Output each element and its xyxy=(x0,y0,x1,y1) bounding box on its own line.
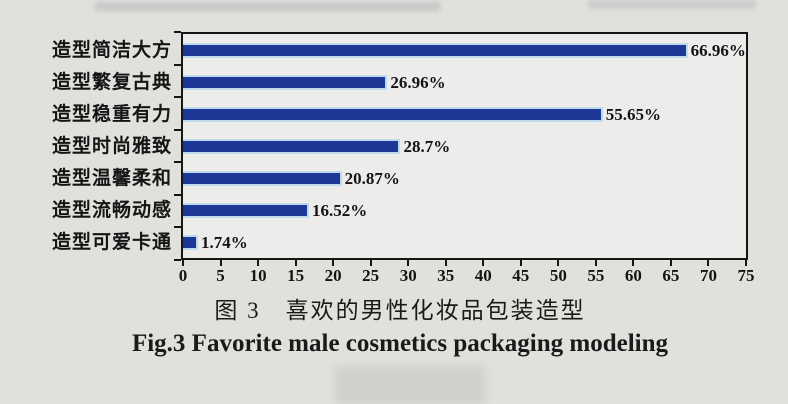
category-label: 造型稳重有力 xyxy=(51,103,172,125)
y-axis-tick xyxy=(174,226,181,229)
y-axis-tick xyxy=(174,193,181,196)
value-label: 28.7% xyxy=(403,136,451,156)
bar-row: 55.65% xyxy=(183,98,746,130)
bar xyxy=(183,202,309,218)
x-axis-tick xyxy=(257,258,260,266)
x-axis-tick-label: 65 xyxy=(662,266,680,285)
bar xyxy=(183,74,388,90)
bleedthrough-artifact xyxy=(588,0,756,9)
bar-row: 1.74% xyxy=(183,226,746,258)
category-label: 造型可爱卡通 xyxy=(51,231,172,253)
bar-row: 20.87% xyxy=(183,162,746,194)
bar xyxy=(183,234,199,250)
figure-caption-chinese: 图 3 喜欢的男性化妆品包装造型 xyxy=(214,298,586,323)
x-axis-tick-label: 10 xyxy=(249,266,267,285)
bar xyxy=(183,42,688,58)
category-label: 造型时尚雅致 xyxy=(51,135,172,157)
value-label: 55.65% xyxy=(605,104,661,124)
x-axis-tick-label: 35 xyxy=(437,266,455,285)
bleedthrough-artifact xyxy=(335,366,485,404)
y-axis-tick xyxy=(174,161,181,164)
y-axis-tick xyxy=(174,63,181,66)
x-axis-tick xyxy=(219,258,222,266)
category-label: 造型流畅动感 xyxy=(51,199,172,221)
y-axis-tick xyxy=(174,128,181,131)
x-axis-tick xyxy=(482,258,485,266)
value-label: 1.74% xyxy=(201,232,248,252)
bleedthrough-artifact xyxy=(95,2,440,11)
x-axis-tick xyxy=(632,258,635,266)
x-axis-tick-label: 75 xyxy=(737,266,755,285)
x-axis: 0 5 10 15 20 25 30 35 40 45 50 55 60 65 70 75 xyxy=(179,258,755,294)
category-label: 造型繁复古典 xyxy=(51,71,172,93)
bar-row: 28.7% xyxy=(183,130,746,162)
value-label: 16.52% xyxy=(312,200,368,220)
y-axis-tick xyxy=(174,31,181,33)
bar xyxy=(183,170,342,186)
bar-row: 16.52% xyxy=(183,194,746,226)
x-axis-tick xyxy=(669,258,672,266)
x-axis-tick-label: 20 xyxy=(324,266,342,285)
x-axis-tick xyxy=(407,258,410,266)
x-axis-tick xyxy=(594,258,597,266)
x-axis-tick-label: 25 xyxy=(362,266,380,285)
x-axis-tick xyxy=(557,258,560,266)
bar-row: 26.96% xyxy=(183,66,746,98)
x-axis-tick-label: 60 xyxy=(624,266,642,285)
x-axis-tick xyxy=(332,258,335,266)
x-axis-tick-label: 5 xyxy=(216,266,225,285)
category-label: 造型简洁大方 xyxy=(51,39,172,61)
x-axis-tick-label: 0 xyxy=(178,266,188,285)
bar xyxy=(183,138,401,154)
x-axis-tick xyxy=(519,258,522,266)
x-axis-tick-label: 40 xyxy=(474,266,492,285)
x-axis-tick-label: 45 xyxy=(512,266,530,285)
category-axis-labels: 造型简洁大方 造型繁复古典 造型稳重有力 造型时尚雅致 造型温馨柔和 造型流畅动感 造型可爱… xyxy=(0,34,172,258)
bar xyxy=(183,106,603,122)
bar-chart-plot-area: 66.96% 26.96% 55.65% 28.7% 20.87% 16.52% 1.74% xyxy=(181,32,748,260)
x-axis-tick xyxy=(745,258,747,266)
x-axis-tick-label: 50 xyxy=(549,266,567,285)
y-axis-tick xyxy=(174,96,181,99)
bar-row: 66.96% xyxy=(183,34,746,66)
value-label: 66.96% xyxy=(690,40,746,60)
x-axis-tick-label: 15 xyxy=(287,266,305,285)
x-axis-tick xyxy=(707,258,710,266)
x-axis-tick-label: 30 xyxy=(399,266,417,285)
x-axis-tick xyxy=(444,258,447,266)
value-label: 20.87% xyxy=(344,168,400,188)
x-axis-tick-label: 55 xyxy=(587,266,605,285)
x-axis-tick xyxy=(294,258,297,266)
y-axis-tick xyxy=(174,259,181,261)
category-label: 造型温馨柔和 xyxy=(51,167,172,189)
x-axis-tick xyxy=(182,258,184,266)
x-axis-tick-label: 70 xyxy=(699,266,717,285)
x-axis-tick xyxy=(369,258,372,266)
value-label: 26.96% xyxy=(390,72,446,92)
figure-caption-english: Fig.3 Favorite male cosmetics packaging … xyxy=(131,330,669,357)
